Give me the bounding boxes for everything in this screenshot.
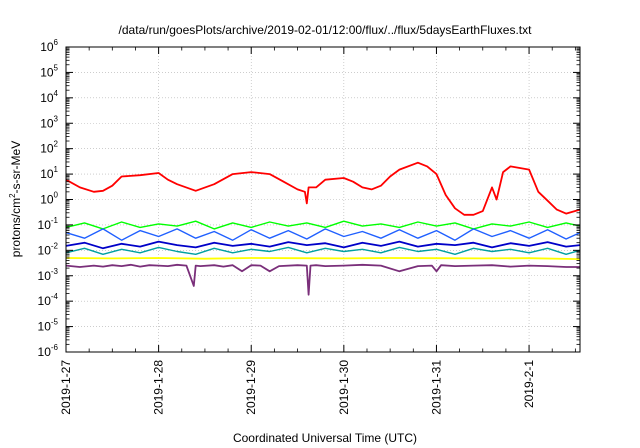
y-tick-exponent: -3 [51,267,59,276]
series-layer [65,161,581,296]
y-tick-base: 10 [38,243,52,257]
y-tick-base: 10 [40,142,54,156]
y-tick-label: 106 [40,38,58,54]
chart-title: /data/run/goesPlots/archive/2019-02-01/1… [119,23,533,37]
y-tick-base: 10 [40,91,54,105]
y-tick-exponent: 2 [54,140,59,149]
y-axis-label-exponent: 2 [8,193,17,198]
grid [66,47,580,352]
x-tick-label: 2019-1-30 [337,360,351,415]
x-tick-label: 2019-2-1 [522,360,536,408]
x-tick-label: 2019-1-28 [152,360,166,415]
x-axis-label: Coordinated Universal Time (UTC) [233,431,417,445]
series-line-5 [65,228,581,241]
series-line-3 [65,246,581,256]
series-line-1 [65,263,580,296]
y-tick-label: 10-4 [38,292,59,308]
y-tick-label: 100 [40,191,58,207]
y-axis-label-unit: protons/cm [9,198,23,257]
y-tick-label: 10-6 [38,343,59,359]
y-axis-label-rest: -s-sr-MeV [9,141,23,194]
y-tick-exponent: 1 [54,165,59,174]
y-tick-base: 10 [40,116,54,130]
plot-frame [65,46,581,353]
y-tick-base: 10 [38,345,52,359]
series-line-6 [65,240,581,250]
y-tick-exponent: -6 [51,343,59,352]
x-tick-label: 2019-1-27 [59,360,73,415]
series-line-2 [65,257,581,260]
y-tick-label: 105 [40,63,58,79]
y-tick-exponent: -4 [51,292,59,301]
y-tick-base: 10 [40,193,54,207]
y-tick-exponent: -2 [51,241,59,250]
y-tick-label: 10-5 [38,318,59,334]
y-tick-label: 103 [40,114,58,130]
y-tick-label: 101 [40,165,58,181]
y-axis-label: protons/cm2-s-sr-MeV [8,141,23,257]
y-tick-label: 10-1 [38,216,59,232]
y-tick-base: 10 [38,294,52,308]
y-tick-label: 104 [40,89,58,105]
y-tick-exponent: -1 [51,216,59,225]
y-tick-base: 10 [40,65,54,79]
y-tick-label: 102 [40,140,58,156]
y-tick-exponent: 5 [54,63,59,72]
y-tick-label: 10-3 [38,267,59,283]
y-tick-label: 10-2 [38,241,59,257]
series-line-7 [65,161,581,216]
y-tick-exponent: 0 [54,191,59,200]
y-tick-base: 10 [38,320,52,334]
y-tick-exponent: 6 [54,38,59,47]
x-axis-ticks: 2019-1-27 2019-1-28 2019-1-29 2019-1-30 2019… [59,47,576,415]
y-tick-exponent: 3 [54,114,59,123]
series-line-4 [65,220,581,230]
x-tick-label: 2019-1-29 [244,360,258,415]
y-tick-exponent: 4 [54,89,59,98]
y-tick-base: 10 [40,167,54,181]
y-tick-exponent: -5 [51,318,59,327]
y-tick-base: 10 [38,218,52,232]
y-tick-base: 10 [40,40,54,54]
y-axis-ticks: 10-610-510-410-310-210-11001011021031041… [38,38,580,359]
y-tick-base: 10 [38,269,52,283]
x-tick-label: 2019-1-31 [429,360,443,415]
